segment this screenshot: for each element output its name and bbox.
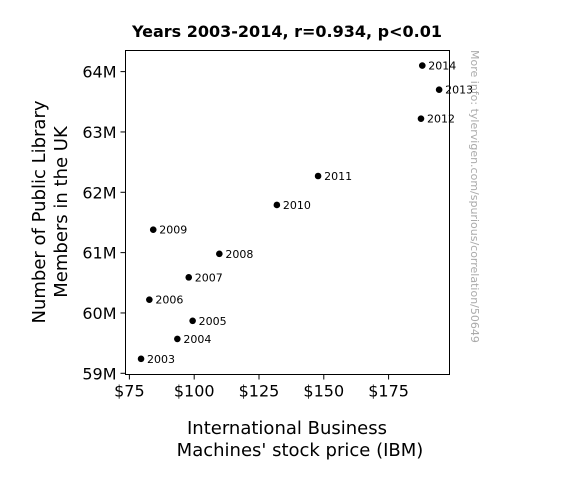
watermark: More info: tylervigen.com/spurious/corre… <box>468 50 481 343</box>
y-tick-label: 63M <box>82 123 116 142</box>
y-tick-label: 60M <box>82 304 116 323</box>
data-point <box>189 317 196 325</box>
x-tick-label: $125 <box>239 382 280 401</box>
data-point-label: 2010 <box>283 199 311 212</box>
data-point-label: 2004 <box>183 333 211 346</box>
data-point <box>146 296 153 303</box>
y-axis-label-line-1: Number of Public Library <box>29 100 50 323</box>
x-axis-label-line-1: International Business <box>187 418 387 439</box>
data-point-label: 2013 <box>445 84 473 97</box>
data-point <box>174 335 181 343</box>
y-axis-label-line-2: Members in the UK <box>51 125 72 298</box>
y-tick-label: 61M <box>82 244 116 263</box>
data-point <box>149 226 157 233</box>
x-tick-label: $75 <box>114 382 145 401</box>
data-point <box>137 355 145 363</box>
data-point <box>417 115 425 122</box>
data-point-label: 2009 <box>159 224 187 237</box>
data-point-label: 2003 <box>147 353 175 366</box>
x-tick-label: $100 <box>174 382 215 401</box>
plot-area-frame <box>125 50 450 375</box>
y-axis: 59M 60M 61M 62M 63M 64M <box>82 63 126 383</box>
data-point <box>418 62 426 69</box>
chart-title: Years 2003-2014, r=0.934, p<0.01 <box>131 22 442 41</box>
y-tick-label: 64M <box>82 63 116 82</box>
data-point-label: 2012 <box>427 113 455 126</box>
data-point-label: 2014 <box>428 60 456 73</box>
x-axis: $75 $100 $125 $150 $175 <box>114 374 409 401</box>
y-tick-label: 59M <box>82 364 116 383</box>
data-point-label: 2005 <box>199 315 227 328</box>
x-tick-label: $175 <box>368 382 409 401</box>
data-point <box>216 250 223 258</box>
data-point <box>435 86 443 94</box>
y-tick-label: 62M <box>82 183 116 202</box>
data-point <box>273 201 281 209</box>
data-point-label: 2006 <box>155 294 183 307</box>
data-point-label: 2007 <box>195 271 223 284</box>
data-point <box>314 172 322 180</box>
data-point-label: 2008 <box>225 248 253 261</box>
data-point-label: 2011 <box>324 170 352 183</box>
data-point <box>185 274 193 281</box>
x-axis-label-line-2: Machines' stock price (IBM) <box>177 440 424 461</box>
x-tick-label: $150 <box>303 382 344 401</box>
